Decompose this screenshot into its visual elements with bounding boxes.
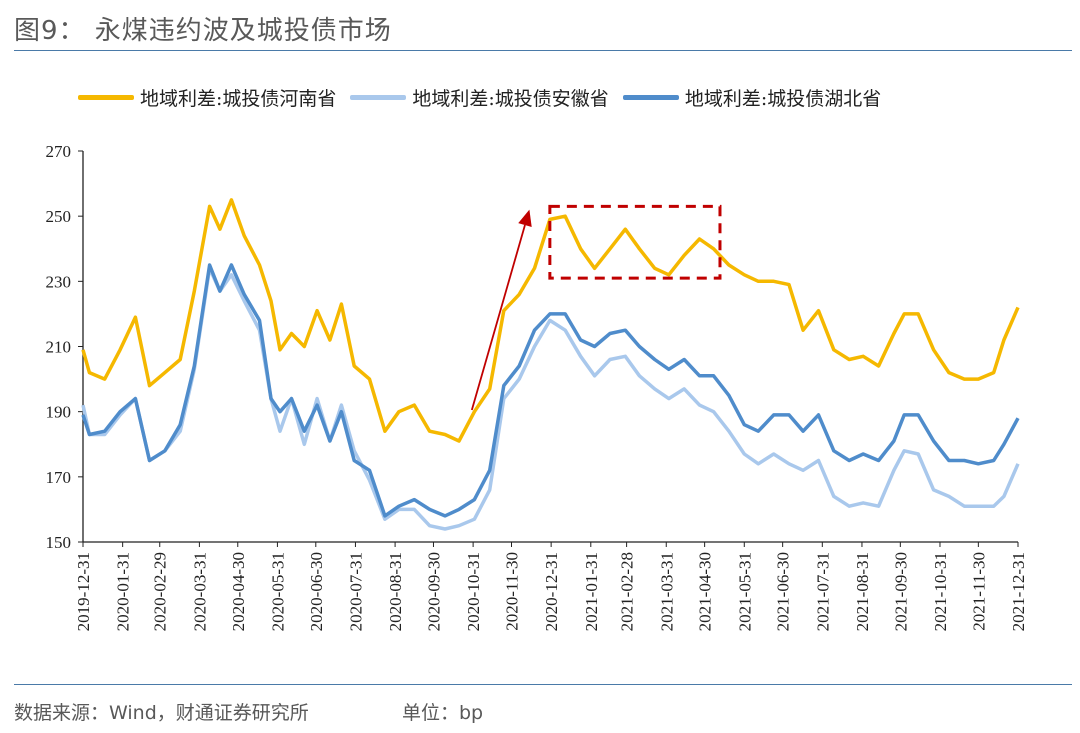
x-tick-label: 2020-11-30 xyxy=(502,552,521,631)
x-tick-label: 2020-12-31 xyxy=(542,552,561,631)
legend: 地域利差:城投债河南省 地域利差:城投债安徽省 地域利差:城投债湖北省 xyxy=(78,84,881,111)
y-tick-label: 190 xyxy=(46,403,72,422)
x-tick-label: 2021-07-31 xyxy=(813,552,832,631)
x-tick-label: 2020-02-29 xyxy=(151,552,170,631)
x-tick-label: 2021-05-31 xyxy=(735,552,754,631)
x-tick-label: 2021-09-30 xyxy=(891,552,910,631)
x-tick-label: 2019-12-31 xyxy=(74,552,93,631)
legend-swatch xyxy=(78,95,134,100)
y-tick-label: 230 xyxy=(46,272,72,291)
y-tick-label: 150 xyxy=(46,533,72,552)
series-line-0 xyxy=(81,198,1020,443)
top-divider xyxy=(14,50,1072,51)
source-note: 数据来源：Wind，财通证券研究所 xyxy=(14,702,309,724)
x-tick-label: 2021-03-31 xyxy=(657,552,676,631)
x-tick-label: 2021-10-31 xyxy=(931,552,950,631)
x-tick-label: 2020-03-31 xyxy=(190,552,209,631)
x-tick-label: 2021-08-31 xyxy=(853,552,872,631)
x-tick-label: 2020-06-30 xyxy=(307,552,326,631)
y-tick-label: 170 xyxy=(46,468,72,487)
x-tick-label: 2020-09-30 xyxy=(424,552,443,631)
unit-note: 单位：bp xyxy=(402,702,484,724)
trend-arrow-head xyxy=(518,209,532,227)
x-tick-label: 2021-02-28 xyxy=(618,552,637,631)
legend-item-hubei: 地域利差:城投债湖北省 xyxy=(622,84,882,111)
x-tick-label: 2020-04-30 xyxy=(229,552,248,631)
legend-swatch xyxy=(622,95,679,100)
y-tick-label: 270 xyxy=(46,142,72,161)
x-tick-label: 2020-10-31 xyxy=(464,552,483,631)
legend-item-henan: 地域利差:城投债河南省 xyxy=(78,84,336,111)
legend-label: 地域利差:城投债湖北省 xyxy=(684,88,882,110)
legend-label: 地域利差:城投债河南省 xyxy=(140,88,337,110)
x-tick-label: 2021-01-31 xyxy=(582,552,601,631)
x-tick-label: 2021-12-31 xyxy=(1009,552,1028,631)
series-line-2 xyxy=(81,263,1020,518)
x-tick-label: 2020-08-31 xyxy=(386,552,405,631)
legend-swatch xyxy=(350,95,407,100)
x-tick-label: 2020-05-31 xyxy=(268,552,287,631)
x-tick-label: 2021-06-30 xyxy=(774,552,793,631)
series-line-1 xyxy=(81,266,1020,531)
y-tick-label: 250 xyxy=(46,207,72,226)
y-tick-label: 210 xyxy=(46,338,72,357)
legend-label: 地域利差:城投债安徽省 xyxy=(412,88,609,110)
legend-item-anhui: 地域利差:城投债安徽省 xyxy=(350,84,609,111)
highlight-box xyxy=(548,204,722,280)
x-tick-label: 2020-07-31 xyxy=(346,552,365,631)
bottom-divider xyxy=(14,684,1072,685)
trend-arrow-shaft xyxy=(470,224,526,411)
x-tick-label: 2021-11-30 xyxy=(969,552,988,631)
x-tick-label: 2021-04-30 xyxy=(696,552,715,631)
figure-title: 图9： 永煤违约波及城投债市场 xyxy=(14,16,392,46)
x-tick-label: 2020-01-31 xyxy=(114,552,133,631)
